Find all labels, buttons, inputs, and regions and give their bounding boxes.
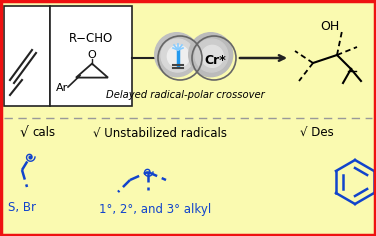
Text: √: √	[20, 126, 29, 140]
Bar	[4, 6, 50, 106]
Text: S, Br: S, Br	[8, 202, 36, 215]
Circle shape	[161, 39, 194, 72]
Text: √ Unstabilized radicals: √ Unstabilized radicals	[93, 126, 227, 139]
Text: Ar: Ar	[56, 83, 68, 93]
Circle shape	[167, 45, 190, 67]
Text: √ Des: √ Des	[300, 126, 334, 139]
Circle shape	[189, 33, 233, 77]
Bar	[50, 6, 132, 106]
Circle shape	[155, 33, 199, 77]
Text: cals: cals	[32, 126, 55, 139]
Text: R−CHO: R−CHO	[69, 31, 113, 45]
Text: 1°, 2°, and 3° alkyl: 1°, 2°, and 3° alkyl	[99, 203, 211, 216]
Text: Delayed radical-polar crossover: Delayed radical-polar crossover	[106, 90, 264, 100]
Text: O: O	[88, 50, 96, 60]
Circle shape	[195, 39, 228, 72]
Circle shape	[202, 45, 223, 67]
Text: Cr*: Cr*	[204, 54, 226, 67]
Text: OH: OH	[320, 21, 340, 34]
